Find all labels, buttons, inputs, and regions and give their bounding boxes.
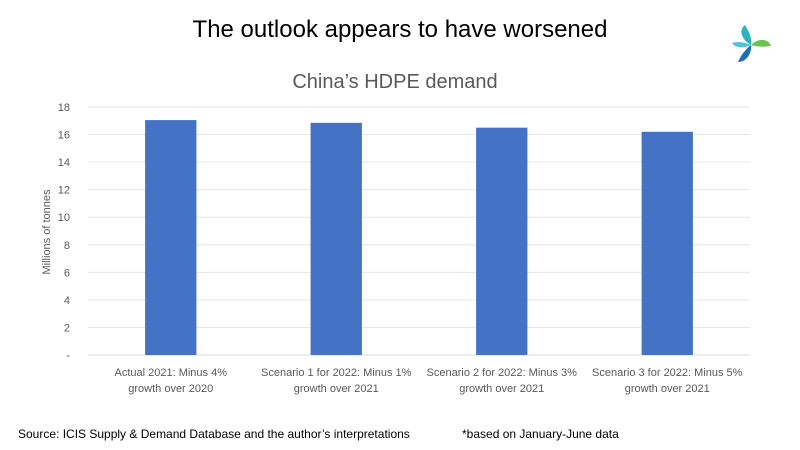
y-tick-label: 6 (64, 267, 70, 279)
y-tick-label: - (66, 350, 70, 362)
bars (145, 120, 693, 356)
footnote: *based on January-June data (462, 427, 619, 441)
bar (476, 127, 528, 356)
chart-title: China’s HDPE demand (292, 71, 497, 93)
y-tick-label: 12 (58, 185, 70, 197)
y-tick-label: 18 (58, 102, 70, 114)
bar (145, 120, 197, 355)
x-tick-label: growth over 2021 (294, 383, 379, 395)
y-tick-label: 2 (64, 322, 70, 334)
x-tick-label: Scenario 1 for 2022: Minus 1% (261, 367, 412, 379)
x-tick-label: Scenario 2 for 2022: Minus 3% (427, 367, 578, 379)
y-tick-label: 8 (64, 240, 70, 252)
x-tick-label: Scenario 3 for 2022: Minus 5% (592, 367, 743, 379)
bar (641, 131, 693, 355)
x-axis-labels: Actual 2021: Minus 4% growth over 2020 Sce… (114, 367, 742, 395)
y-tick-label: 16 (58, 130, 70, 142)
source-note: Source: ICIS Supply & Demand Database an… (18, 427, 410, 441)
slide-title: The outlook appears to have worsened (192, 16, 608, 43)
x-tick-label: growth over 2021 (625, 383, 710, 395)
bar-chart: China’s HDPE demand Millions of tonnes -… (41, 71, 750, 395)
y-tick-label: 14 (58, 157, 70, 169)
y-axis-ticks: - 2 4 6 8 10 12 14 16 18 (58, 102, 71, 362)
y-axis-label: Millions of tonnes (41, 189, 53, 274)
x-tick-label: growth over 2020 (128, 383, 213, 395)
x-tick-label: Actual 2021: Minus 4% (114, 367, 227, 379)
bar (310, 122, 362, 355)
x-tick-label: growth over 2021 (459, 383, 544, 395)
y-tick-label: 10 (58, 212, 70, 224)
icis-logo-icon (732, 25, 771, 62)
gridlines (88, 106, 750, 356)
y-tick-label: 4 (64, 295, 70, 307)
